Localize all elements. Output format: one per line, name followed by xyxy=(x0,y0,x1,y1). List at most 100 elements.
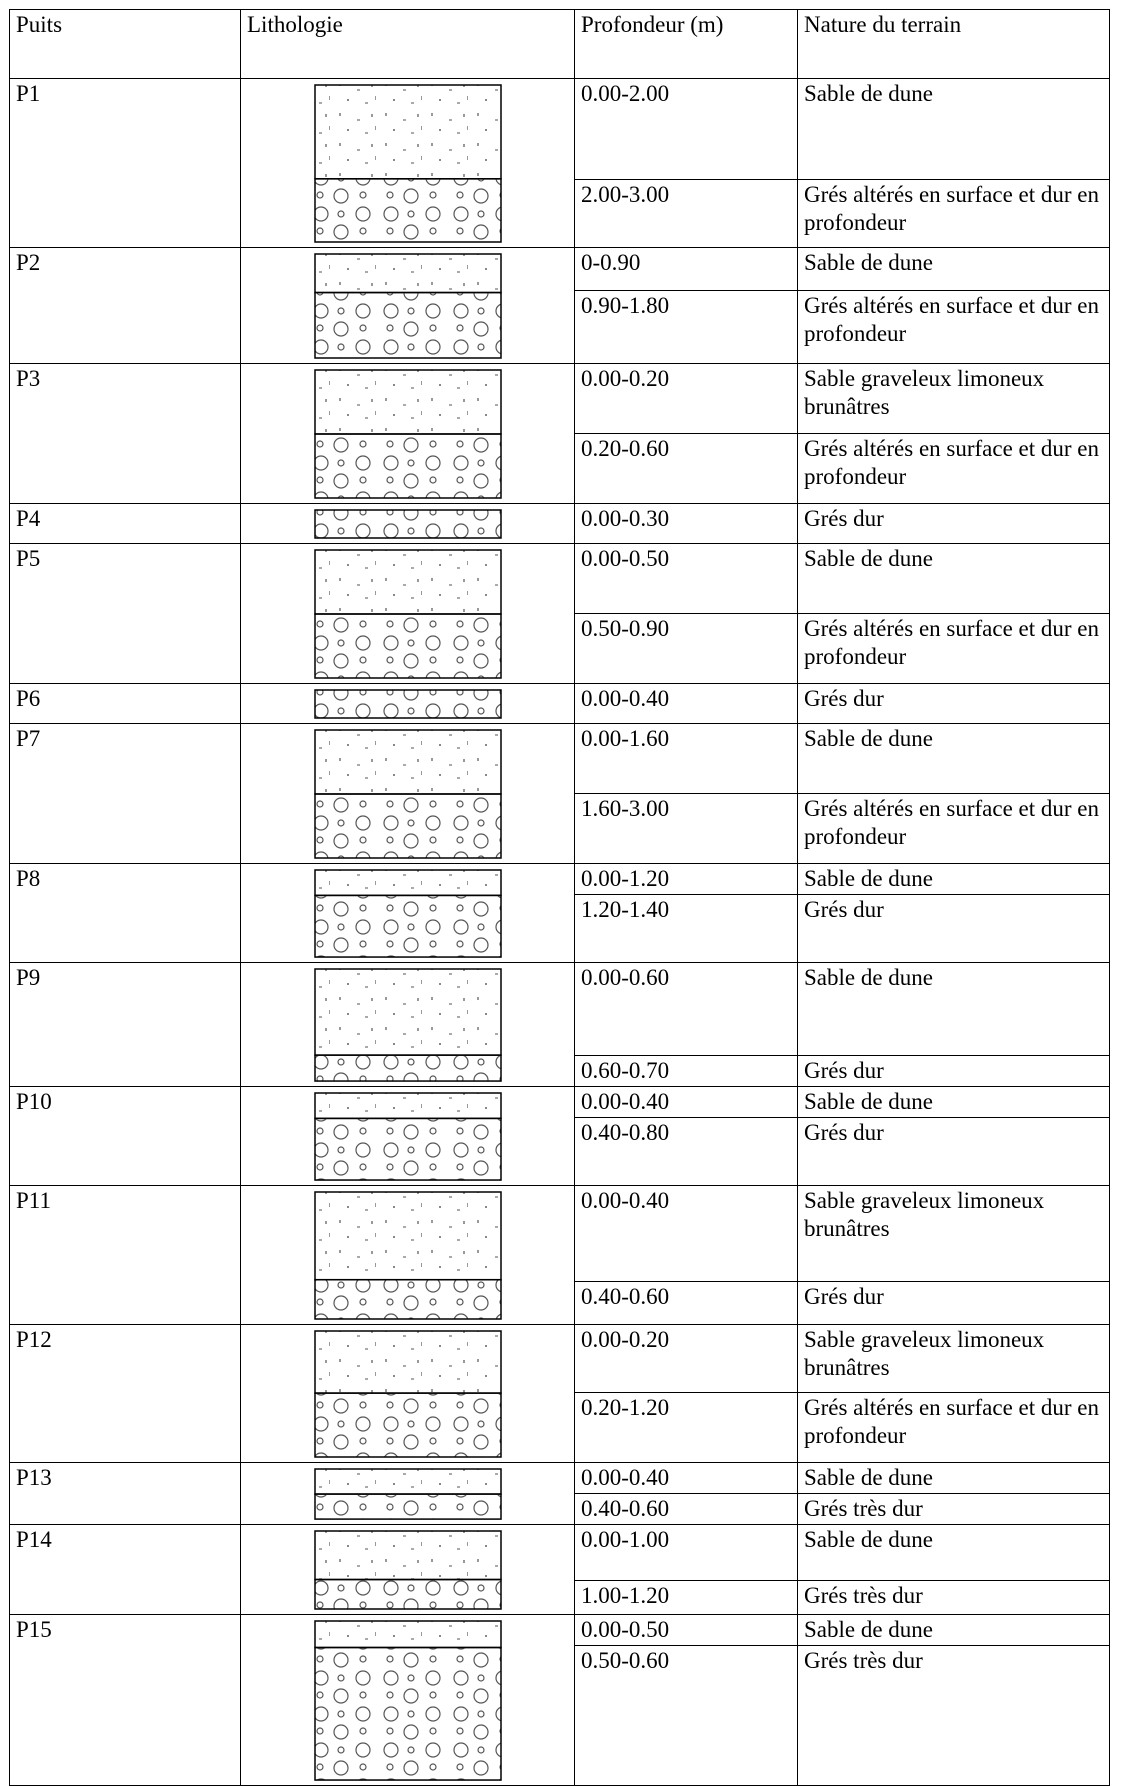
lithology-layer xyxy=(314,1493,502,1520)
table-row: 0.40-0.60 Grés très dur xyxy=(10,1493,1110,1526)
lithology-log xyxy=(314,84,502,243)
depth-cell: 0.50-0.90 xyxy=(574,613,798,684)
table-row: 1.20-1.40 Grés dur xyxy=(10,894,1110,964)
lithology-cell xyxy=(240,543,575,684)
lithology-layer xyxy=(314,613,502,679)
well-cell: P8 xyxy=(9,862,241,964)
lithology-layer xyxy=(314,549,502,615)
nature-cell: Sable graveleux limoneux brunâtres xyxy=(797,363,1110,434)
table-row: P12 0.00-0.20 Sable graveleux limoneux bru… xyxy=(9,1324,1110,1464)
depth-cell: 2.00-3.00 xyxy=(574,179,798,248)
nature-cell: Grés altérés en surface et dur en profon… xyxy=(797,613,1110,684)
nature-cell: Sable de dune xyxy=(797,1614,1110,1647)
depth-cell: 0.00-0.50 xyxy=(574,543,798,614)
depth-cell: 0.00-0.30 xyxy=(574,503,798,544)
depth-cell: 1.00-1.20 xyxy=(574,1580,798,1616)
depth-cell: 0.00-0.40 xyxy=(574,683,798,724)
depth-cell: 0.00-0.60 xyxy=(574,962,798,1057)
well-cell: P6 xyxy=(9,683,241,724)
depth-cell: 0.00-0.50 xyxy=(574,1614,798,1647)
lithology-layer xyxy=(314,1468,502,1495)
nature-cell: Grés très dur xyxy=(797,1645,1110,1786)
nature-cell: Grés dur xyxy=(797,683,1110,724)
nature-cell: Sable de dune xyxy=(797,78,1110,180)
lithology-layer xyxy=(314,869,502,897)
lithology-layer xyxy=(314,729,502,795)
nature-cell: Grés dur xyxy=(797,1117,1110,1187)
table-row: 1.60-3.00 Grés altérés en surface et dur … xyxy=(10,793,1110,864)
table-row: 0.40-0.80 Grés dur xyxy=(10,1117,1110,1187)
lithology-cell xyxy=(240,1614,575,1786)
lithology-layer xyxy=(314,1092,502,1120)
depth-cell: 0.00-1.60 xyxy=(574,723,798,794)
nature-cell: Grés très dur xyxy=(797,1580,1110,1616)
lithology-log xyxy=(314,968,502,1082)
depth-cell: 0.40-0.60 xyxy=(574,1493,798,1526)
depth-cell: 0.00-0.20 xyxy=(574,1324,798,1394)
lithology-layer xyxy=(314,1392,502,1458)
lithology-layer xyxy=(314,894,502,958)
nature-cell: Sable de dune xyxy=(797,1086,1110,1119)
lithology-log xyxy=(314,689,502,719)
lithology-layer xyxy=(314,1530,502,1581)
nature-cell: Grés altérés en surface et dur en profon… xyxy=(797,433,1110,504)
lithology-cell xyxy=(240,78,575,248)
depth-cell: 0-0.90 xyxy=(574,247,798,291)
well-cell: P1 xyxy=(9,78,241,248)
lithology-layer xyxy=(314,1579,502,1610)
depth-cell: 0.40-0.60 xyxy=(574,1281,798,1326)
lithology-layer xyxy=(314,1330,502,1394)
table-row: P4 0.00-0.30 Grés dur xyxy=(9,503,1110,544)
well-cell: P3 xyxy=(9,363,241,504)
lithology-cell xyxy=(240,723,575,864)
lithology-log xyxy=(314,1330,502,1458)
well-cell: P5 xyxy=(9,543,241,684)
nature-cell: Sable de dune xyxy=(797,543,1110,614)
lithology-log xyxy=(314,549,502,679)
nature-cell: Grés dur xyxy=(797,894,1110,964)
table-row: P11 0.00-0.40 Sable graveleux limoneux bru… xyxy=(9,1185,1110,1326)
well-cell: P2 xyxy=(9,247,241,364)
lithology-log xyxy=(314,729,502,859)
depth-cell: 0.50-0.60 xyxy=(574,1645,798,1786)
table-row: 0.50-0.90 Grés altérés en surface et dur … xyxy=(10,613,1110,684)
lithology-layer xyxy=(314,1191,502,1281)
lithology-log xyxy=(314,253,502,359)
nature-cell: Sable de dune xyxy=(797,862,1110,896)
nature-cell: Grés altérés en surface et dur en profon… xyxy=(797,179,1110,248)
lithology-layer xyxy=(314,1620,502,1649)
lithology-log xyxy=(314,1468,502,1520)
well-cell: P9 xyxy=(9,962,241,1088)
depth-cell: 1.60-3.00 xyxy=(574,793,798,864)
table-row: P8 0.00-1.20 Sable de dune xyxy=(9,862,1110,964)
lithology-layer xyxy=(314,369,502,435)
table-row: P9 0.00-0.60 Sable de dune xyxy=(9,962,1110,1088)
nature-cell: Grés très dur xyxy=(797,1493,1110,1526)
lithology-layer xyxy=(314,1646,502,1782)
lithology-layer xyxy=(314,1279,502,1320)
table-row: P5 0.00-0.50 Sable de dune xyxy=(9,543,1110,684)
lithology-cell xyxy=(240,363,575,504)
table-row: P10 0.00-0.40 Sable de dune xyxy=(9,1086,1110,1187)
depth-cell: 0.00-0.20 xyxy=(574,363,798,434)
well-cell: P4 xyxy=(9,503,241,544)
header-cell: Nature du terrain xyxy=(797,9,1110,79)
header-row: Puits Lithologie Profondeur (m) Nature d… xyxy=(9,9,1110,79)
table-body: P1 0.00-2.00 Sable de dune 2.00-3.00 Grés al… xyxy=(9,78,1110,1786)
lithology-layer xyxy=(314,689,502,719)
lithology-layer xyxy=(314,509,502,539)
lithology-log xyxy=(314,1620,502,1782)
table-row: P13 0.00-0.40 Sable de dune xyxy=(9,1462,1110,1526)
nature-cell: Grés altérés en surface et dur en profon… xyxy=(797,793,1110,864)
lithology-cell xyxy=(240,1462,575,1526)
depth-cell: 0.20-1.20 xyxy=(574,1392,798,1464)
nature-cell: Grés dur xyxy=(797,1055,1110,1088)
table-row: P3 0.00-0.20 Sable graveleux limoneux brun… xyxy=(9,363,1110,504)
lithology-layer xyxy=(314,433,502,499)
lithology-cell xyxy=(240,1524,575,1616)
well-cell: P10 xyxy=(9,1086,241,1187)
lithology-log xyxy=(314,1191,502,1320)
lithology-layer xyxy=(314,968,502,1056)
lithology-cell xyxy=(240,1086,575,1187)
lithology-layer xyxy=(314,291,502,359)
